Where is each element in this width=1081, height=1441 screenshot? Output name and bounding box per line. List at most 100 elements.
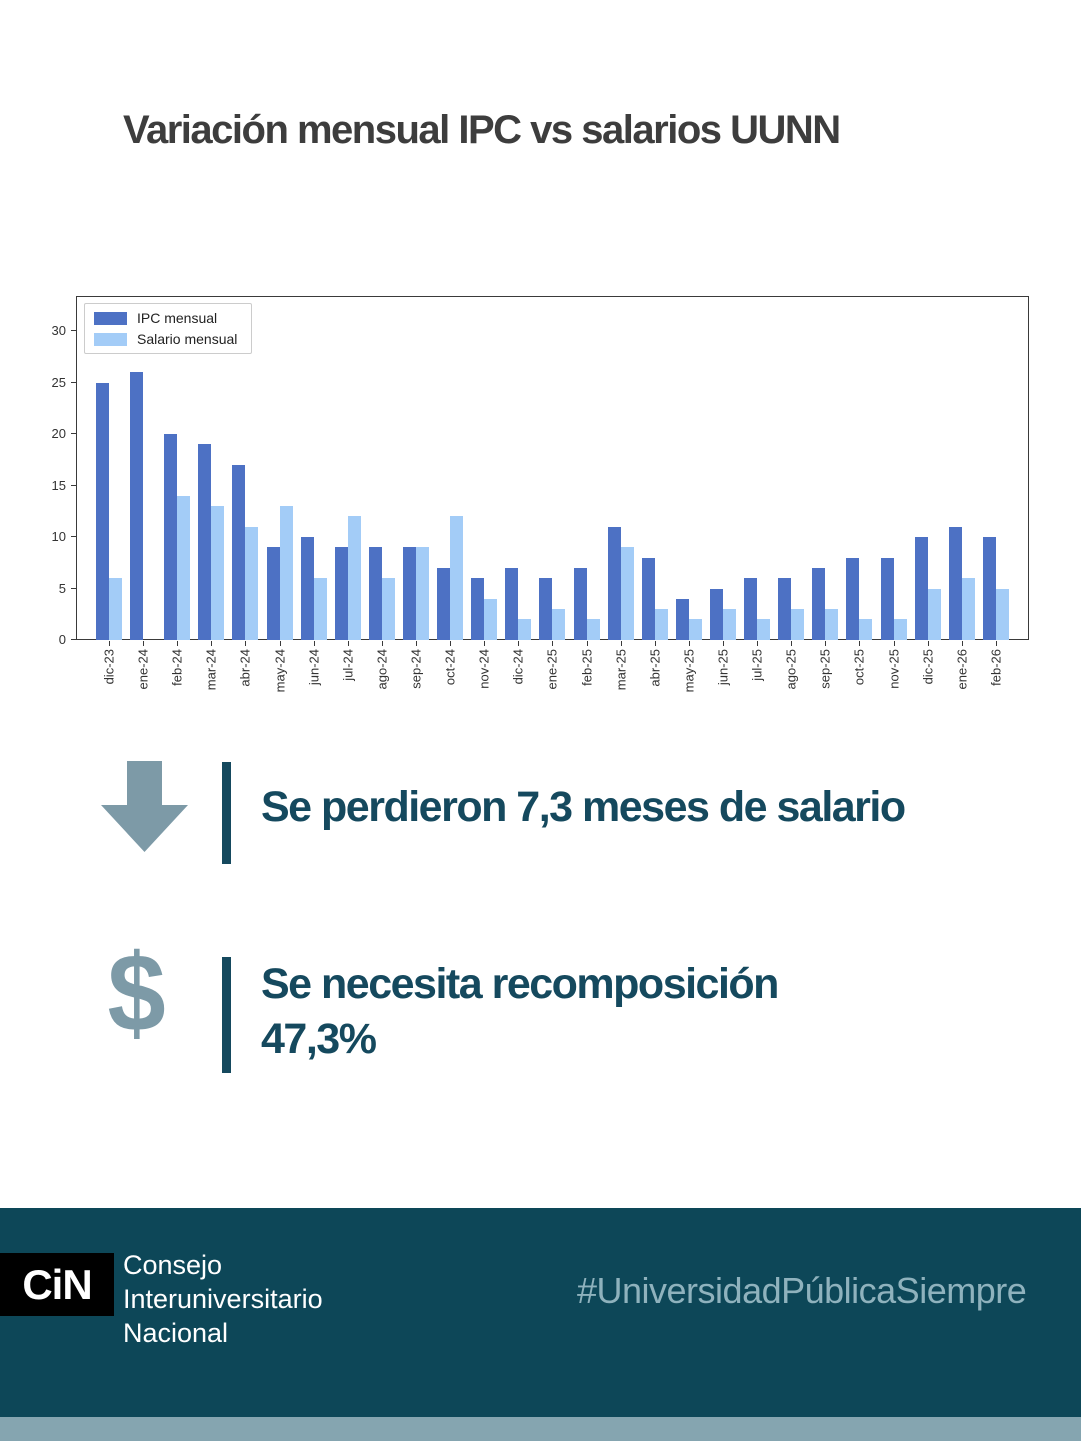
- org-name: Consejo Interuniversitario Nacional: [123, 1250, 323, 1348]
- bar-group: feb-25: [573, 296, 600, 686]
- x-tick-mark: [177, 641, 179, 646]
- x-tick-label: may-25: [681, 649, 697, 693]
- x-tick-mark: [791, 641, 793, 646]
- bar-group: sep-25: [812, 296, 839, 689]
- bar-ipc: [641, 557, 655, 640]
- bar-group: oct-24: [437, 296, 464, 685]
- x-tick-label: sep-24: [408, 649, 424, 689]
- x-tick-label: dic-23: [101, 649, 117, 685]
- x-tick-label: ago-25: [783, 649, 799, 690]
- bar-group: nov-25: [880, 296, 907, 689]
- x-tick-mark: [381, 641, 383, 646]
- bar-salario: [313, 578, 327, 640]
- y-tick-mark: [71, 484, 76, 486]
- bar-salario: [586, 619, 600, 640]
- bar-salario: [791, 609, 805, 640]
- x-tick-label: ene-25: [544, 649, 560, 690]
- dollar-icon: $: [107, 932, 166, 1055]
- bar-ipc: [744, 578, 758, 640]
- bar-salario: [654, 609, 668, 640]
- bar-ipc: [334, 547, 348, 640]
- x-tick-mark: [313, 641, 315, 646]
- x-tick-mark: [245, 641, 247, 646]
- x-tick-mark: [620, 641, 622, 646]
- x-tick-mark: [552, 641, 554, 646]
- bar-group: sep-24: [402, 296, 429, 689]
- legend-label-ipc: IPC mensual: [137, 310, 218, 326]
- legend-swatch-salario: [94, 332, 127, 346]
- x-tick-label: oct-24: [442, 649, 458, 686]
- x-tick-mark: [995, 641, 997, 646]
- bar-salario: [381, 578, 395, 640]
- bar-ipc: [164, 434, 178, 640]
- bar-group: ene-26: [948, 296, 975, 689]
- bar-salario: [961, 578, 975, 640]
- callout-recomposition: Se necesita recomposición 47,3%: [261, 957, 779, 1067]
- x-tick-mark: [859, 641, 861, 646]
- bar-group: nov-24: [471, 296, 498, 689]
- bar-salario: [995, 588, 1009, 640]
- bar-ipc: [402, 547, 416, 640]
- bar-salario: [552, 609, 566, 640]
- bar-group: feb-24: [164, 296, 191, 686]
- callout-recomposition-line1: Se necesita recomposición: [261, 960, 779, 1008]
- bar-ipc: [607, 526, 621, 640]
- bar-ipc: [471, 578, 485, 640]
- x-tick-mark: [484, 641, 486, 646]
- bar-group: dic-25: [914, 296, 941, 684]
- bar-salario: [450, 516, 464, 640]
- bar-ipc: [300, 537, 314, 640]
- bar-group: feb-26: [982, 296, 1009, 686]
- bar-salario: [825, 609, 839, 640]
- bar-ipc: [982, 537, 996, 640]
- bar-ipc: [437, 567, 451, 640]
- x-tick-label: jul-25: [749, 649, 765, 681]
- footer-strip: [0, 1417, 1081, 1441]
- x-tick-label: jul-24: [340, 649, 356, 681]
- bar-group: ago-25: [778, 296, 805, 689]
- x-tick-mark: [211, 641, 213, 646]
- bar-ipc: [812, 567, 826, 640]
- x-tick-mark: [450, 641, 452, 646]
- bar-ipc: [948, 526, 962, 640]
- x-tick-mark: [893, 641, 895, 646]
- down-arrow-icon: [101, 761, 188, 852]
- y-tick-label: 0: [58, 632, 66, 647]
- footer: CiN Consejo Interuniversitario Nacional …: [0, 1208, 1081, 1417]
- x-tick-mark: [927, 641, 929, 646]
- x-tick-label: mar-24: [203, 649, 219, 691]
- bar-salario: [211, 506, 225, 640]
- x-tick-label: feb-25: [579, 649, 595, 686]
- bar-group: mar-25: [607, 296, 634, 690]
- x-tick-mark: [279, 641, 281, 646]
- x-tick-mark: [654, 641, 656, 646]
- bar-ipc: [880, 557, 894, 640]
- callout-recomposition-line2: 47,3%: [261, 1015, 377, 1063]
- x-tick-mark: [961, 641, 963, 646]
- x-tick-label: nov-25: [886, 649, 902, 689]
- bar-group: jul-25: [744, 296, 771, 681]
- bar-salario: [518, 619, 532, 640]
- x-tick-label: nov-24: [476, 649, 492, 689]
- bar-group: may-25: [675, 296, 702, 692]
- legend-swatch-ipc: [94, 311, 127, 325]
- bar-ipc: [778, 578, 792, 640]
- x-tick-label: mar-25: [613, 649, 629, 691]
- bar-salario: [927, 588, 941, 640]
- bar-ipc: [573, 567, 587, 640]
- x-tick-label: jun-24: [306, 649, 322, 686]
- bar-group: mar-24: [198, 296, 225, 690]
- bar-ipc: [539, 578, 553, 640]
- bar-groups: dic-23 ene-24 feb-24 mar-24 abr-24 may-24 jun-…: [76, 296, 1029, 692]
- bar-salario: [859, 619, 873, 640]
- y-tick-label: 15: [51, 477, 66, 493]
- x-tick-label: oct-25: [851, 649, 867, 686]
- bar-salario: [245, 526, 259, 640]
- y-tick-label: 10: [51, 529, 66, 545]
- x-tick-label: dic-24: [510, 649, 526, 685]
- x-tick-label: abr-25: [647, 649, 663, 687]
- bar-ipc: [130, 372, 144, 640]
- bar-salario: [177, 495, 191, 640]
- bar-salario: [279, 506, 293, 640]
- bar-salario: [620, 547, 634, 640]
